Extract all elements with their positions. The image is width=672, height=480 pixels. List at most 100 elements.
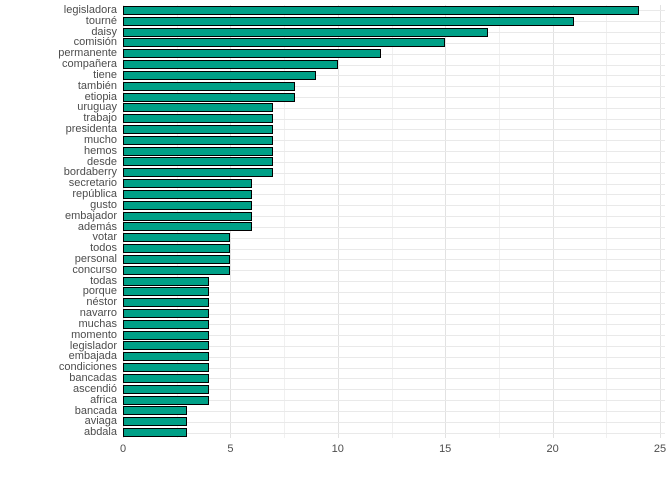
gridline-major [337, 5, 339, 438]
bar [123, 135, 274, 145]
gridline-category [123, 410, 665, 412]
gridline-category [123, 183, 665, 185]
y-axis-label: comisión [73, 36, 117, 49]
gridline-category [123, 291, 665, 293]
y-axis-label: personal [74, 252, 117, 265]
y-axis-label: aviaga [84, 415, 117, 428]
plot-panel [123, 5, 665, 438]
y-axis-label: secretario [68, 177, 117, 190]
y-axis-label: legisladora [63, 4, 117, 16]
bar [123, 168, 274, 178]
bar [123, 265, 231, 275]
bar [123, 309, 209, 318]
gridline-category [123, 400, 665, 402]
gridline-minor [284, 5, 286, 438]
bar [123, 254, 231, 264]
bar [123, 49, 381, 59]
bar [123, 428, 188, 438]
bar [123, 38, 446, 48]
y-axis-label: navarro [79, 307, 117, 320]
bar [123, 200, 252, 210]
gridline-category [123, 118, 665, 120]
bar [123, 406, 188, 416]
y-axis-label: embajador [65, 209, 117, 222]
bar [123, 298, 209, 308]
gridline-category [123, 248, 665, 250]
y-axis-label: néstor [86, 296, 117, 309]
bar [123, 27, 489, 37]
bar [123, 222, 252, 232]
y-axis-label: daisy [91, 25, 117, 38]
gridline-category [123, 313, 665, 315]
gridline-major [123, 5, 124, 438]
bar [123, 157, 274, 167]
y-axis-label: uruguay [77, 101, 117, 114]
bar [123, 319, 209, 329]
y-axis-label: tourné [85, 14, 117, 27]
gridline-minor [606, 5, 608, 438]
gridline-major [445, 5, 447, 438]
bar [123, 244, 231, 254]
bar [123, 60, 338, 70]
gridline-category [123, 226, 665, 228]
gridline-category [123, 107, 665, 109]
bar [123, 211, 252, 221]
y-axis-label: desde [87, 155, 117, 168]
y-axis-label: presidenta [65, 123, 117, 136]
gridline-category [123, 194, 665, 196]
gridline-category [123, 140, 665, 142]
y-axis-label: bordaberry [63, 166, 117, 179]
gridline-category [123, 53, 665, 55]
gridline-category [123, 64, 665, 66]
y-axis-label: tiene [93, 68, 117, 81]
gridline-category [123, 389, 665, 391]
gridline-minor [176, 5, 178, 438]
bar [123, 330, 209, 340]
gridline-category [123, 302, 665, 304]
y-axis-label: concurso [72, 263, 117, 276]
y-axis-labels: legisladora tourné daisy comisión permanente… [0, 5, 117, 438]
y-axis-label: africa [90, 393, 117, 406]
y-axis-label: todas [90, 274, 117, 287]
y-axis-label: porque [82, 285, 117, 298]
gridline-category [123, 281, 665, 283]
gridline-category [123, 367, 665, 369]
bar [123, 5, 639, 15]
y-axis-label: legislador [69, 339, 117, 352]
y-axis-label: muchas [78, 317, 117, 330]
bar [123, 395, 209, 405]
bar [123, 103, 274, 113]
y-axis-label: bancadas [69, 372, 117, 385]
bar [123, 81, 295, 91]
gridline-category [123, 356, 665, 358]
x-axis-label: 25 [653, 443, 667, 455]
y-axis-label: además [77, 220, 117, 233]
bar [123, 233, 231, 243]
y-axis-label: abdala [83, 426, 117, 439]
gridline-category [123, 216, 665, 218]
gridline-major [552, 5, 554, 438]
y-axis-label: hemos [83, 144, 117, 157]
gridline-minor [498, 5, 500, 438]
gridline-category [123, 97, 665, 98]
y-axis-label: embajada [68, 350, 117, 363]
gridline-category [123, 259, 665, 261]
y-axis-label: etiopia [84, 90, 117, 103]
bar [123, 179, 252, 189]
x-axis-label: 5 [227, 443, 234, 455]
bar [123, 70, 317, 80]
bar [123, 363, 209, 373]
y-axis-label: todos [90, 242, 117, 255]
bar [123, 146, 274, 156]
y-axis-label: mucho [83, 133, 117, 146]
gridline-major [230, 5, 232, 438]
gridline-category [123, 270, 665, 272]
x-axis-label: 10 [331, 443, 344, 455]
gridline-category [123, 161, 665, 163]
gridline-category [123, 378, 665, 380]
y-axis-label: gusto [90, 198, 117, 211]
gridline-category [123, 421, 665, 423]
gridline-category [123, 324, 665, 326]
x-axis-label: 20 [546, 443, 559, 455]
